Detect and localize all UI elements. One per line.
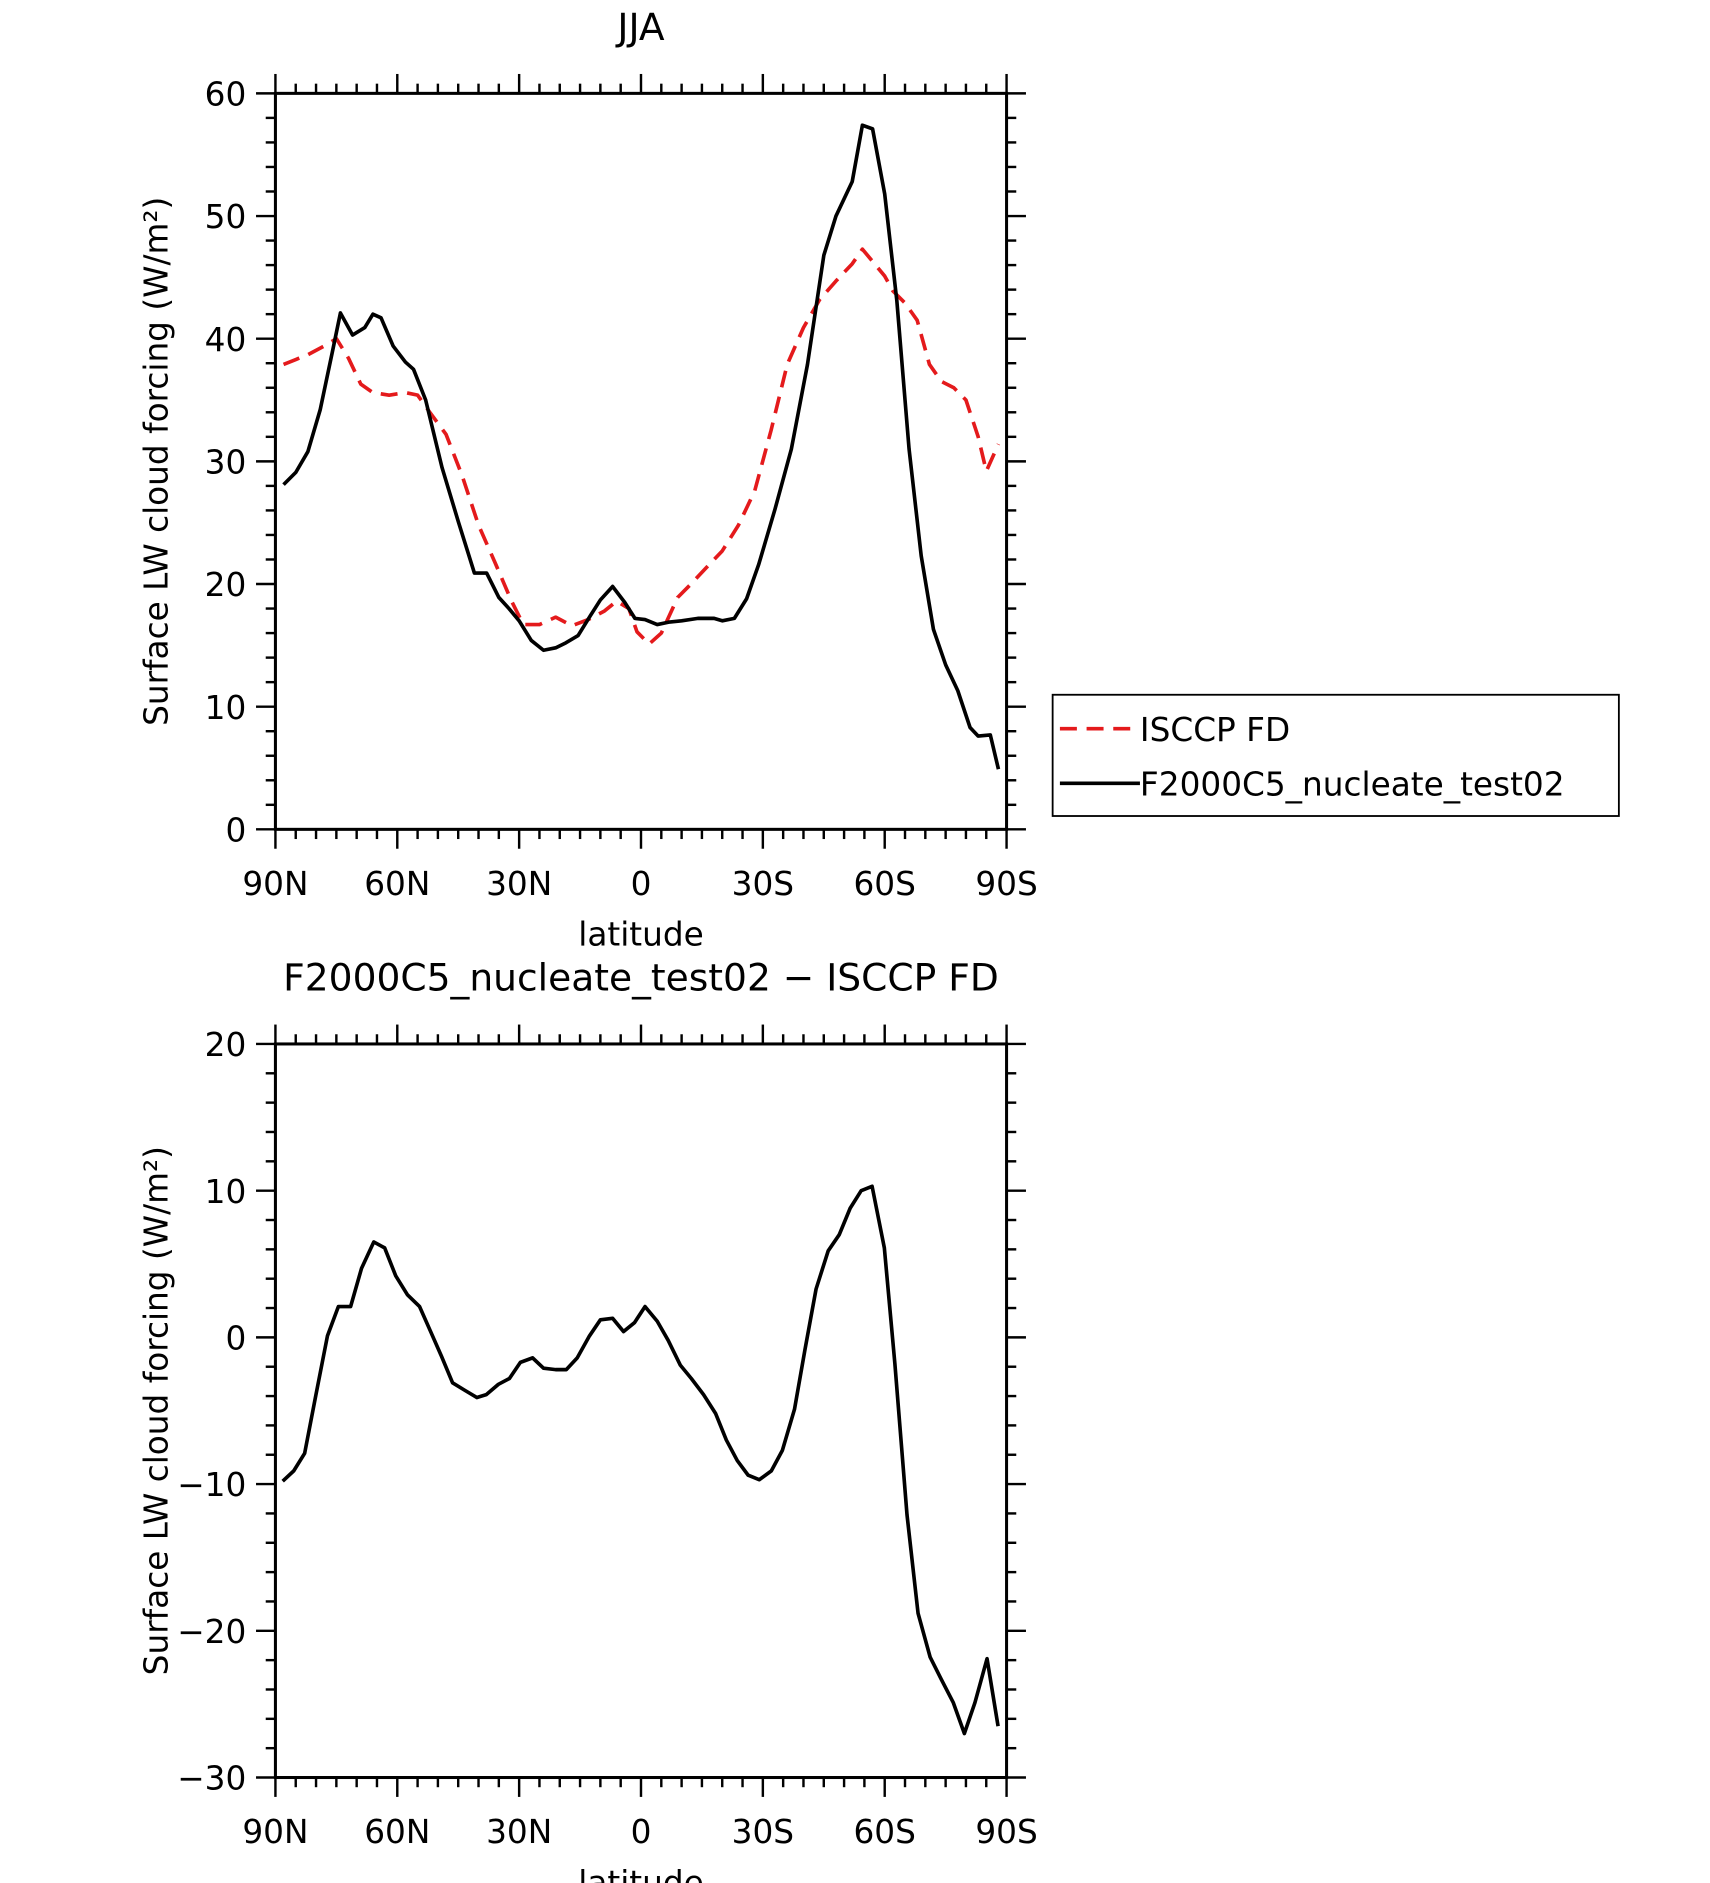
chart-title: JJA xyxy=(615,5,665,49)
y-tick-label: 30 xyxy=(205,443,247,481)
x-tick-label: 90S xyxy=(975,1813,1037,1851)
x-tick-label: 60S xyxy=(854,1813,916,1851)
chart: F2000C5_nucleate_test02 − ISCCP FD latitu… xyxy=(138,956,1038,1883)
x-tick-label: 60N xyxy=(364,865,430,903)
y-tick-label: 60 xyxy=(205,75,247,113)
y-tick-label: 20 xyxy=(205,566,247,604)
x-tick-label: 90N xyxy=(242,1813,308,1851)
x-axis-label: latitude xyxy=(578,1864,704,1883)
legend-box xyxy=(1051,693,1620,817)
y-tick-label: −10 xyxy=(177,1466,246,1504)
plot-frame xyxy=(273,91,1009,831)
y-tick-label: 10 xyxy=(205,689,247,727)
y-tick-label: 50 xyxy=(205,198,247,236)
series-line xyxy=(282,247,1001,646)
plot-frame xyxy=(273,1042,1009,1780)
x-tick-label: 0 xyxy=(631,865,652,903)
y-tick-label: 40 xyxy=(205,321,247,359)
y-tick-label: −30 xyxy=(177,1760,246,1798)
x-tick-label: 30S xyxy=(732,1813,794,1851)
x-tick-label: 0 xyxy=(631,1813,652,1851)
x-tick-label: 30N xyxy=(486,865,552,903)
chart: JJA latitude Surface LW cloud forcing (W/m… xyxy=(138,5,1620,954)
x-tick-label: 90N xyxy=(242,865,308,903)
x-tick-label: 60N xyxy=(364,1813,430,1851)
series-line xyxy=(282,123,1001,770)
x-tick-label: 90S xyxy=(975,865,1037,903)
chart-title: F2000C5_nucleate_test02 − ISCCP FD xyxy=(283,956,999,1000)
x-tick-label: 30S xyxy=(732,865,794,903)
y-axis-label: Surface LW cloud forcing (W/m²) xyxy=(138,197,176,726)
x-axis-label: latitude xyxy=(578,916,704,954)
legend-label: ISCCP FD xyxy=(1140,711,1290,749)
y-tick-label: 20 xyxy=(205,1026,247,1064)
x-tick-label: 30N xyxy=(486,1813,552,1851)
legend-label: F2000C5_nucleate_test02 xyxy=(1140,765,1565,803)
y-tick-label: 0 xyxy=(226,1320,247,1358)
y-axis-label: Surface LW cloud forcing (W/m²) xyxy=(138,1146,176,1675)
y-tick-label: 0 xyxy=(226,811,247,849)
x-tick-label: 60S xyxy=(854,865,916,903)
y-tick-label: 10 xyxy=(205,1173,247,1211)
y-tick-label: −20 xyxy=(177,1613,246,1651)
series-line xyxy=(281,1184,1000,1736)
